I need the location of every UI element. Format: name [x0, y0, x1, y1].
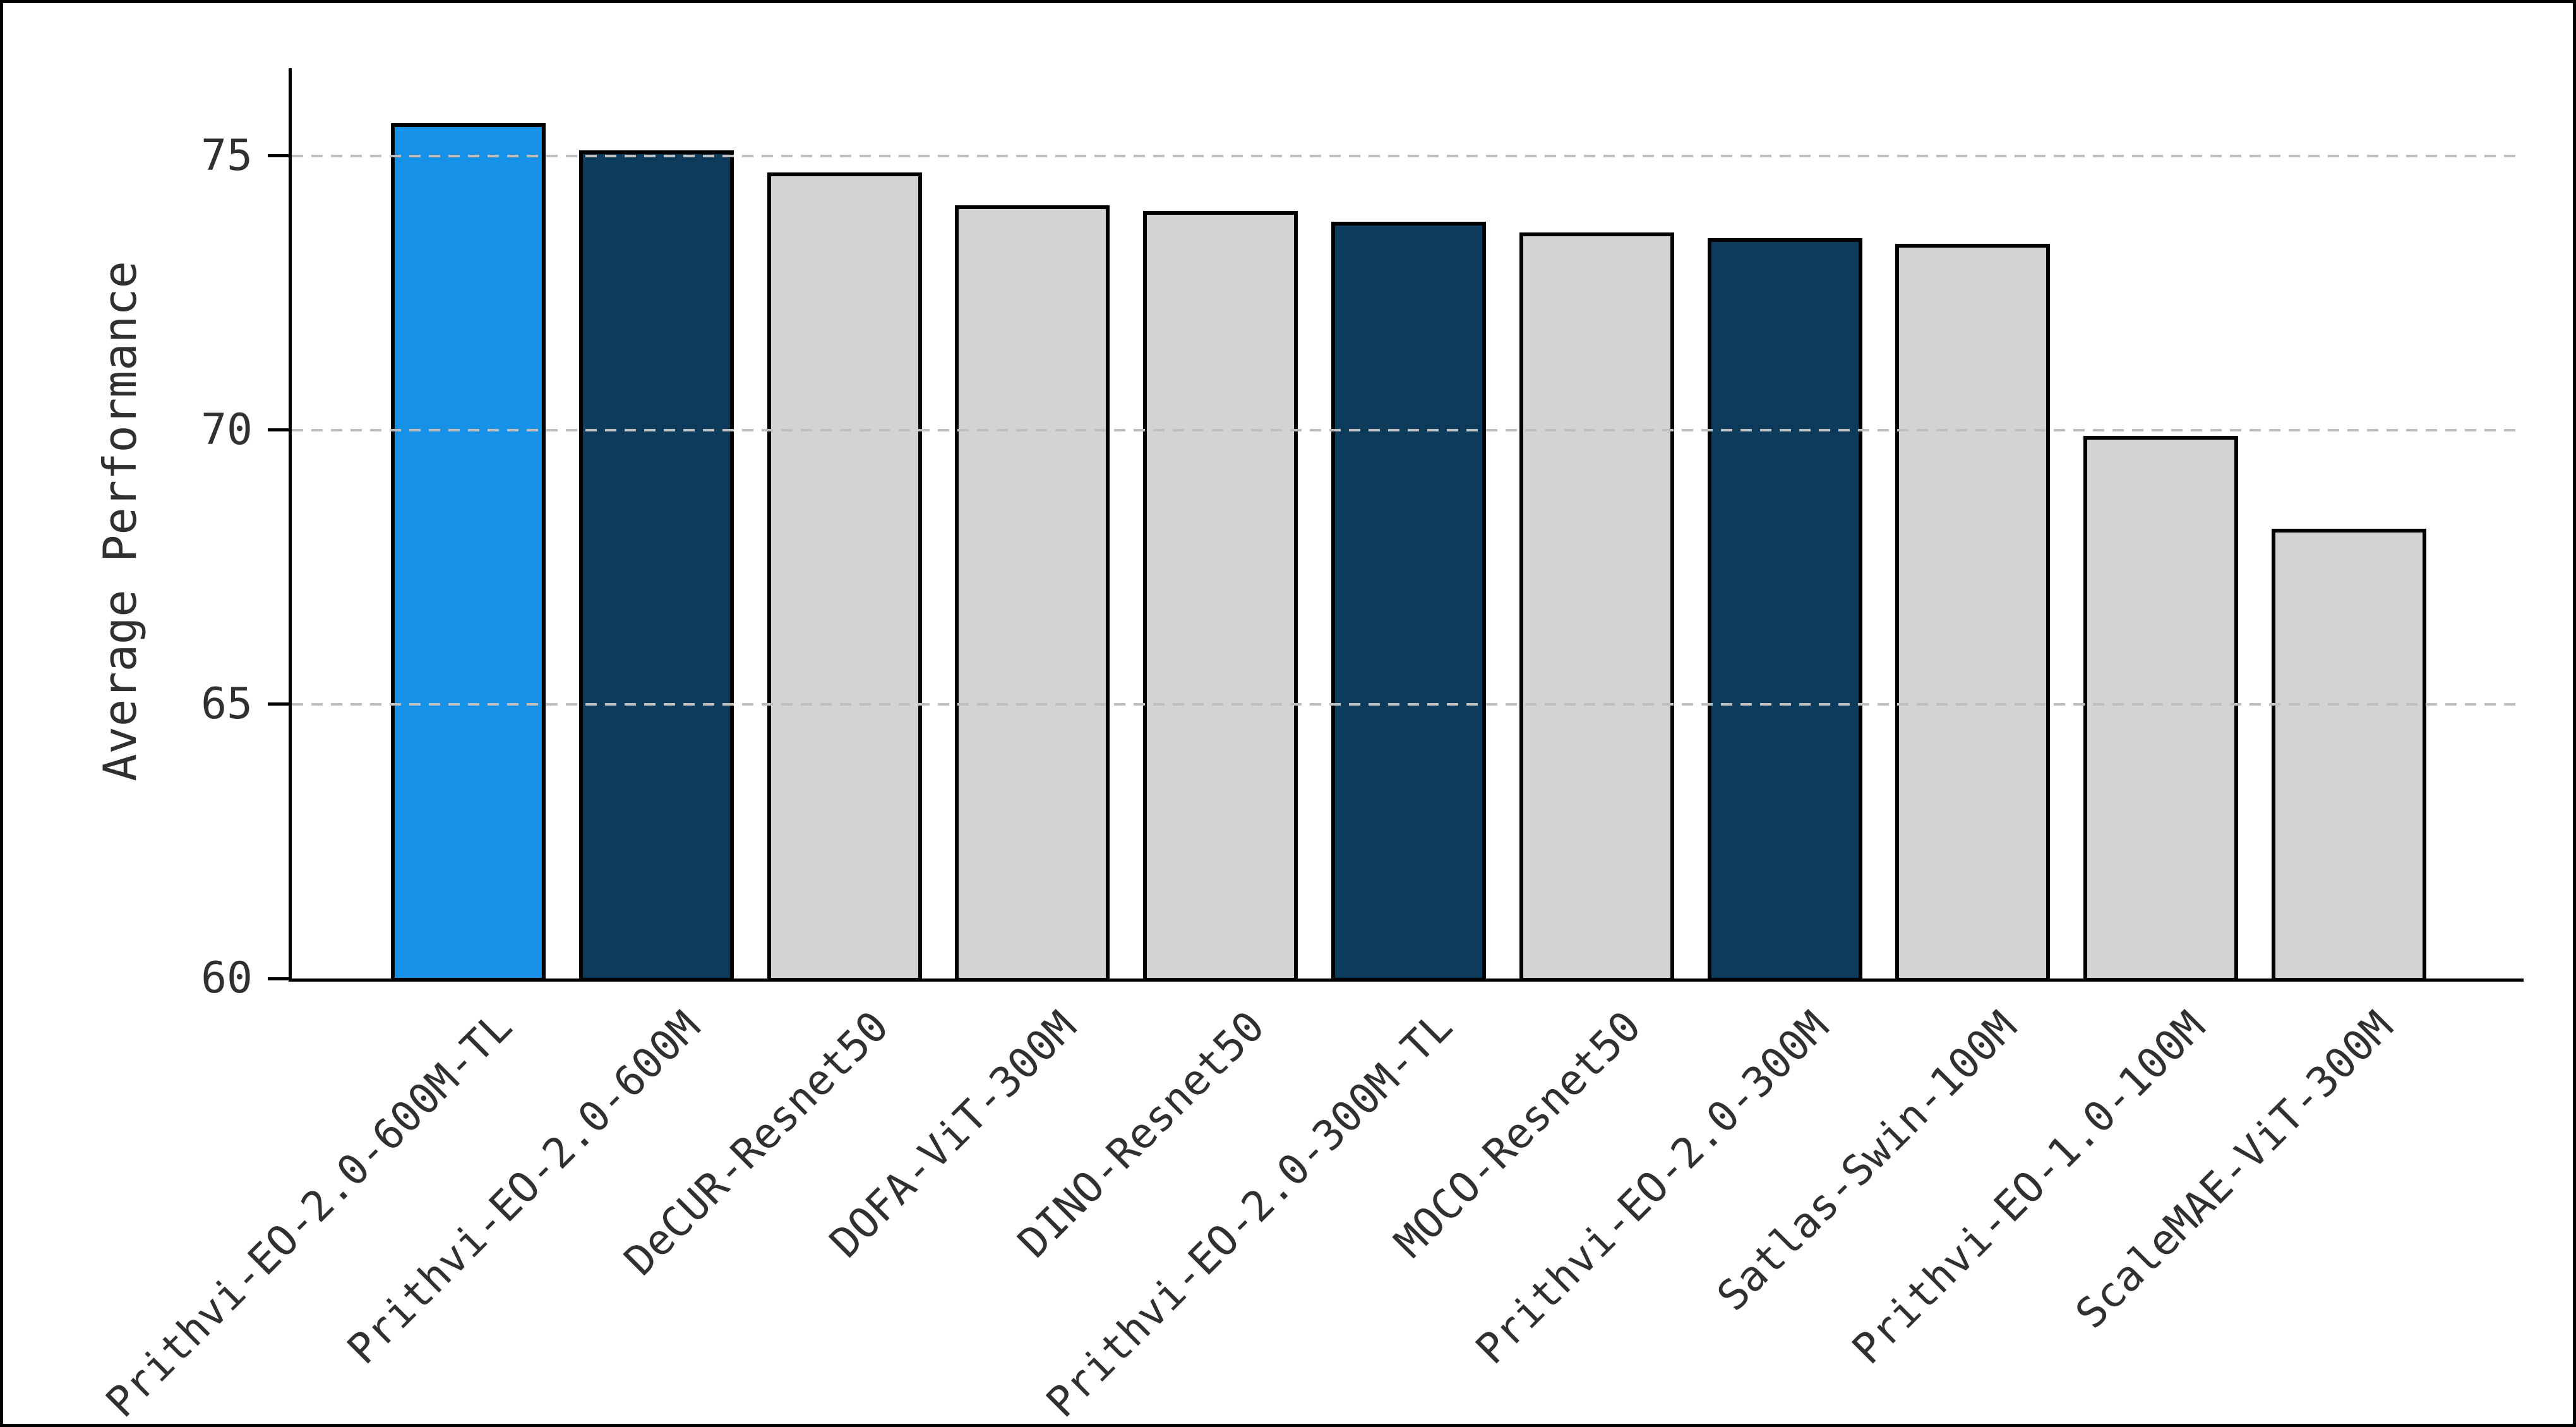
bar-Prithvi-EO-2.0-300M-TL	[1331, 222, 1486, 982]
x-tick-label: Prithvi-EO-2.0-600M	[338, 1002, 710, 1374]
y-tick-label-70: 70	[201, 404, 253, 455]
x-axis-spine	[289, 978, 2524, 982]
bar-DOFA-ViT-300M	[955, 205, 1110, 982]
bar-Prithvi-EO-2.0-600M	[578, 150, 734, 982]
x-tick-label: Prithvi-EO-2.0-600M-TL	[97, 1002, 522, 1427]
bar-Prithvi-EO-2.0-300M	[1707, 238, 1862, 982]
y-tick-label-65: 65	[201, 678, 253, 729]
bar-DeCUR-Resnet50	[767, 172, 922, 982]
x-tick-label: Prithvi-EO-2.0-300M	[1466, 1002, 1838, 1374]
y-gridline-75	[292, 154, 2524, 157]
bar-Satlas-Swin-100M	[1895, 243, 2051, 982]
bar-DINO-Resnet50	[1143, 210, 1298, 982]
y-gridline-65	[292, 702, 2524, 706]
y-tick-label-75: 75	[201, 130, 253, 181]
y-tick-75	[268, 154, 292, 158]
y-axis-spine	[289, 68, 292, 982]
bar-ScaleMAE-ViT-300M	[2272, 529, 2426, 982]
y-tick-label-60: 60	[201, 953, 253, 1003]
y-tick-60	[268, 977, 292, 980]
x-tick-label: Prithvi-EO-2.0-300M-TL	[1037, 1002, 1462, 1427]
x-tick-label: ScaleMAE-ViT-300M	[2066, 1002, 2402, 1339]
y-gridline-70	[292, 428, 2524, 431]
y-tick-70	[268, 428, 292, 432]
bar-MOCO-Resnet50	[1519, 232, 1674, 982]
bar-Prithvi-EO-2.0-600M-TL	[391, 123, 546, 982]
y-tick-65	[268, 702, 292, 706]
y-axis-title: Average Performance	[93, 261, 147, 781]
bar-Prithvi-EO-1.0-100M	[2083, 435, 2239, 982]
x-tick-label: Prithvi-EO-1.0-100M	[1842, 1002, 2215, 1374]
